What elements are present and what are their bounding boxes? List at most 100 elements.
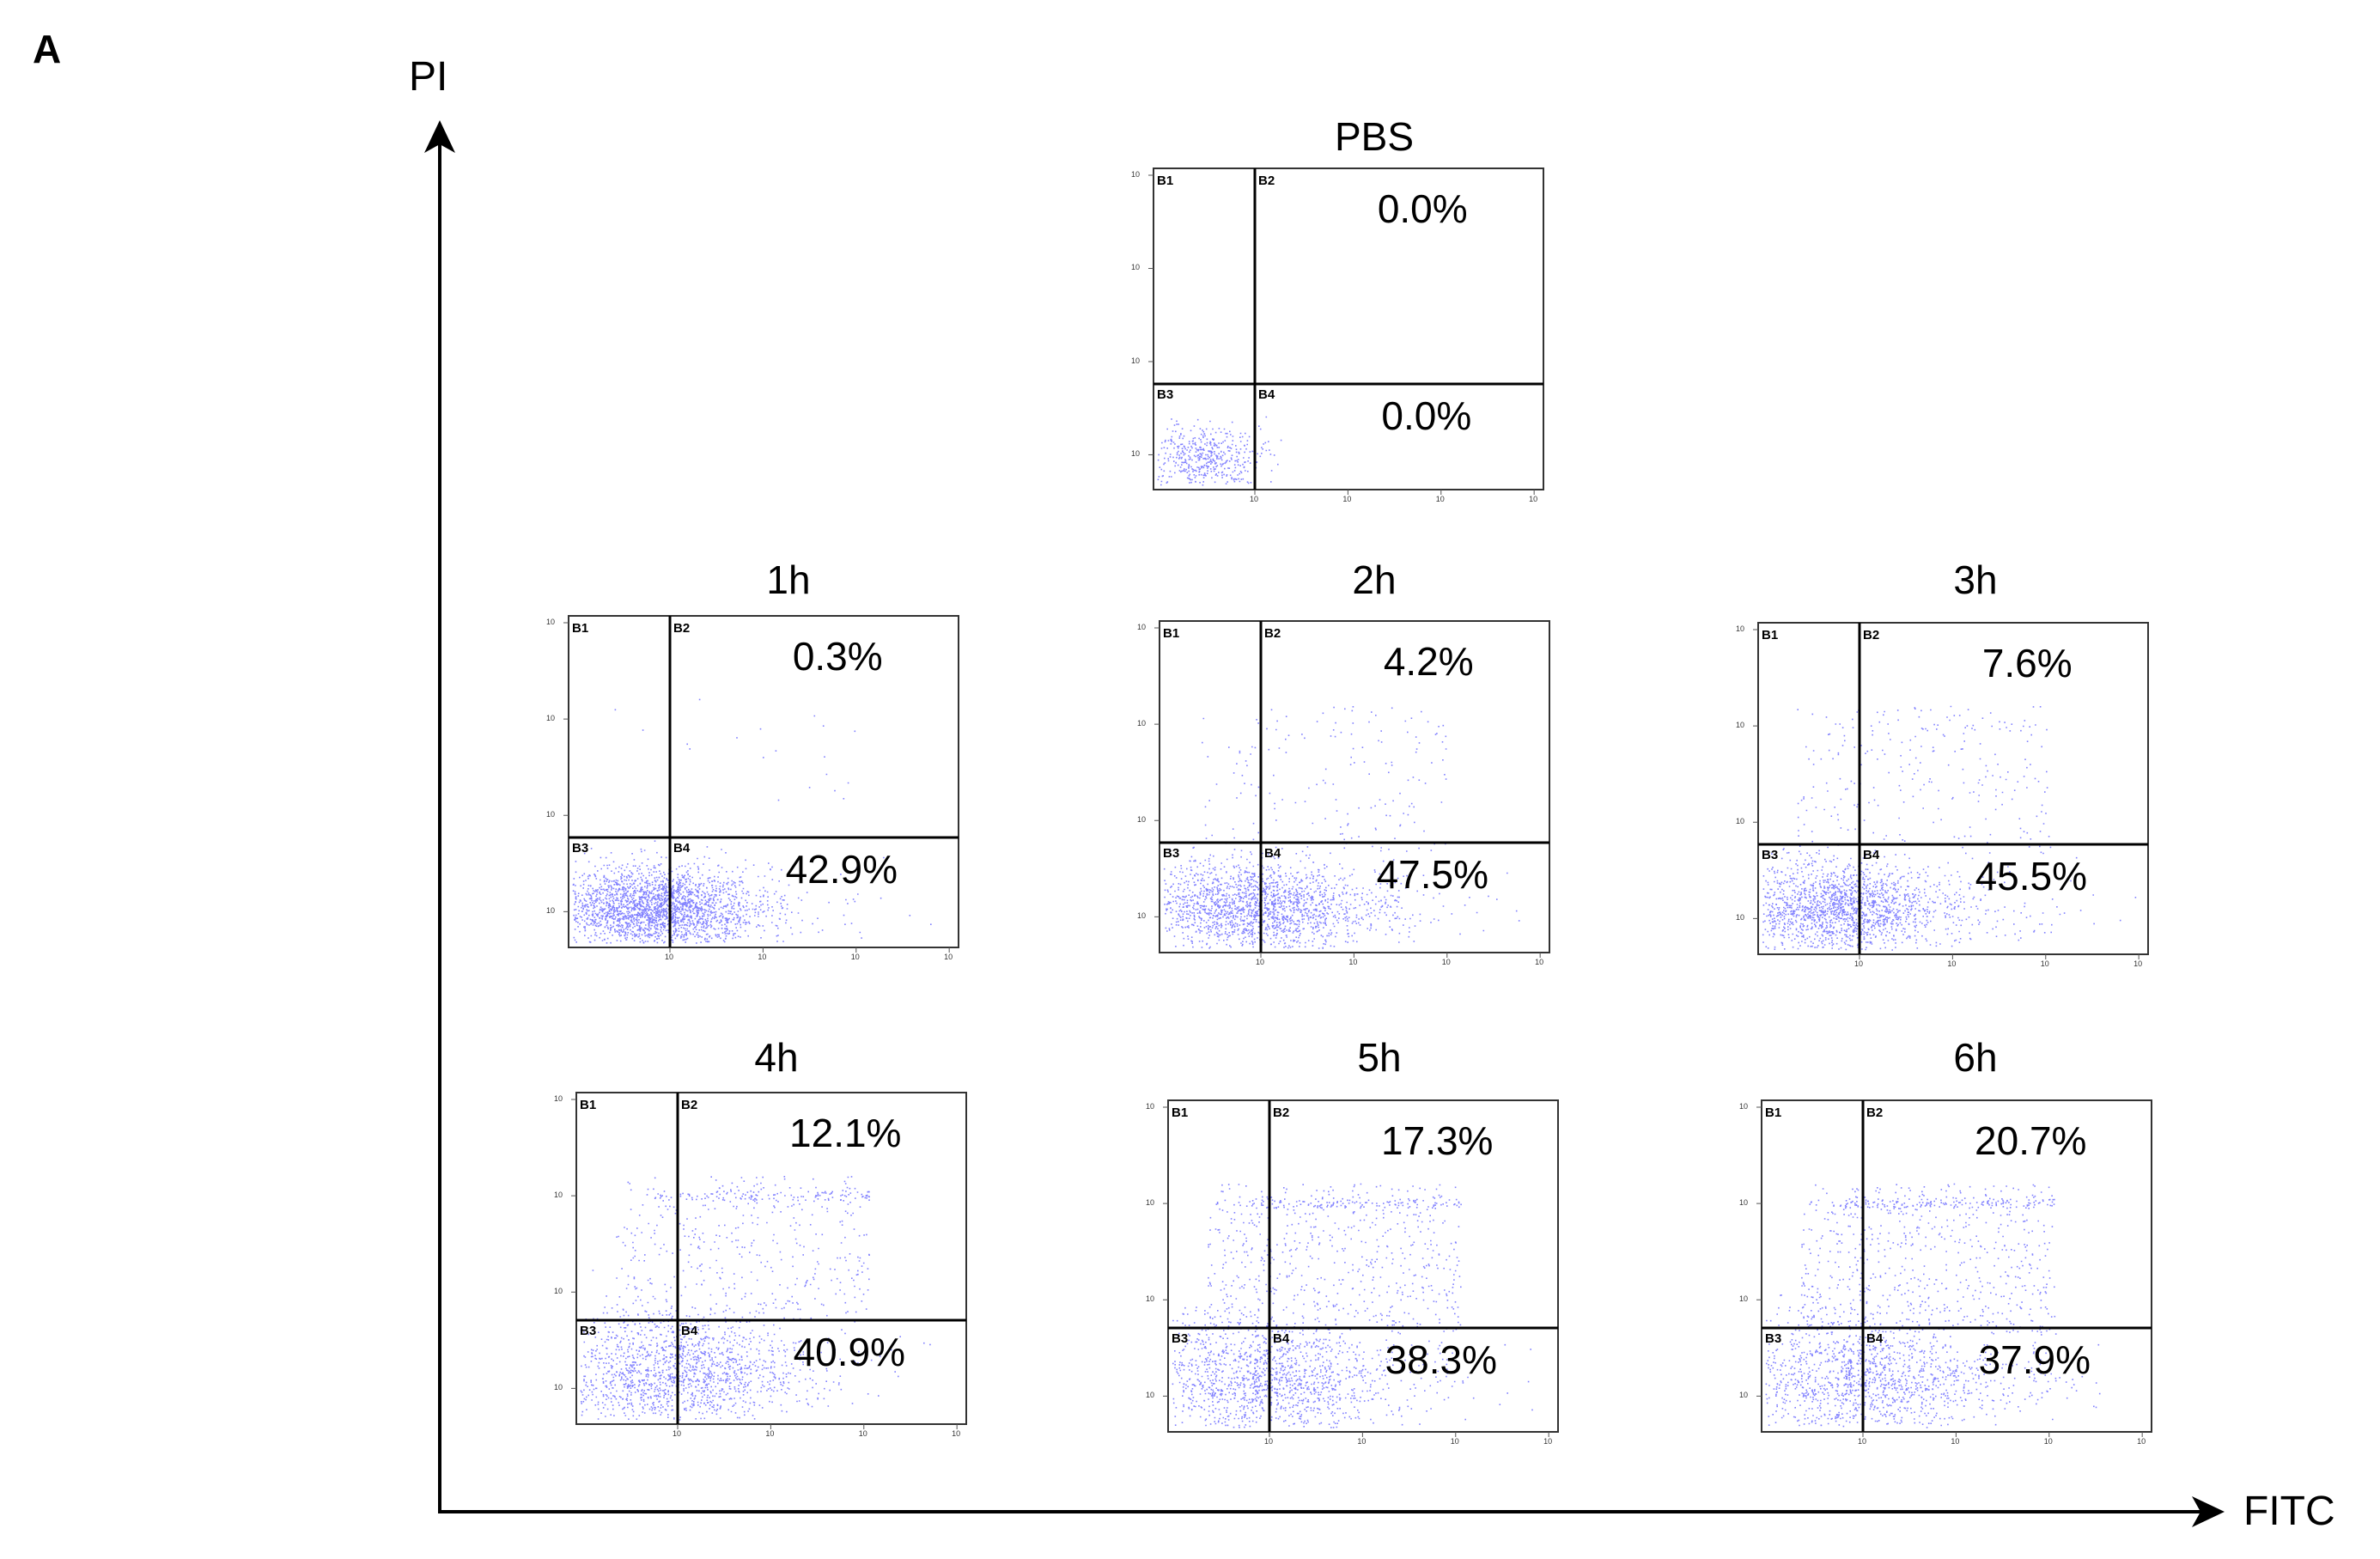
quadrant-label-b1: B1 [1765, 1105, 1782, 1120]
y-tick-label: 10 [546, 618, 556, 626]
flow-plot-1 [1148, 167, 1544, 495]
panel-letter: A [33, 27, 62, 71]
lower-right-percent: 45.5% [1975, 854, 2088, 898]
x-tick-label: 10 [858, 1429, 867, 1438]
plot-title: 1h [766, 557, 811, 602]
event-dot-cloud [580, 1176, 931, 1421]
quadrant-label-b1: B1 [1172, 1105, 1189, 1120]
plot-title: 5h [1357, 1035, 1402, 1080]
x-tick-label: 10 [1450, 1437, 1459, 1446]
plot-title: PBS [1334, 114, 1415, 159]
y-tick-label: 10 [1131, 449, 1141, 459]
quadrant-label-b3: B3 [1172, 1331, 1189, 1346]
x-tick-label: 10 [1535, 958, 1544, 966]
plot-title: 6h [1953, 1035, 1998, 1080]
event-dots [1157, 416, 1282, 486]
y-tick-label: 10 [1137, 911, 1147, 921]
x-tick-label: 10 [673, 1429, 682, 1438]
y-axis-label: PI [409, 54, 448, 100]
y-tick-label: 10 [1146, 1294, 1155, 1304]
upper-right-percent: 0.0% [1377, 186, 1468, 231]
y-tick-label: 10 [546, 810, 556, 819]
x-tick-label: 10 [952, 1429, 961, 1438]
quadrant-label-b2: B2 [1264, 626, 1281, 641]
y-tick-label: 10 [1739, 1391, 1749, 1400]
flow-plot-7 [1756, 1099, 2152, 1437]
lower-right-percent: 47.5% [1376, 852, 1489, 897]
y-tick-label: 10 [1137, 815, 1147, 825]
upper-right-percent: 4.2% [1383, 639, 1474, 684]
quadrant-label-b1: B1 [1762, 628, 1779, 642]
x-tick-label: 10 [1264, 1437, 1274, 1446]
quadrant-label-b1: B1 [572, 621, 589, 636]
x-axis-arrowhead [2192, 1496, 2225, 1527]
y-tick-label: 10 [1736, 624, 1745, 633]
y-tick-label: 10 [1736, 817, 1745, 826]
x-tick-label: 10 [2040, 959, 2049, 968]
quadrant-label-b1: B1 [580, 1098, 597, 1112]
quadrant-label-b4: B4 [1273, 1331, 1290, 1346]
flow-plots [563, 167, 2152, 1437]
x-tick-label: 10 [2133, 959, 2143, 968]
x-tick-label: 10 [1348, 958, 1358, 966]
lower-right-percent: 42.9% [785, 847, 898, 892]
x-tick-label: 10 [944, 953, 953, 961]
y-tick-label: 10 [554, 1191, 563, 1200]
lower-right-percent: 38.3% [1385, 1337, 1498, 1382]
event-dots [1163, 706, 1520, 949]
y-tick-label: 10 [1131, 263, 1141, 272]
y-tick-label: 10 [1131, 356, 1141, 365]
quadrant-label-b1: B1 [1163, 626, 1180, 641]
lower-right-percent: 0.0% [1381, 393, 1472, 438]
quadrant-label-b4: B4 [1264, 846, 1281, 861]
y-tick-label: 10 [1146, 1102, 1155, 1111]
upper-right-percent: 0.3% [792, 634, 883, 679]
x-tick-label: 10 [1854, 959, 1864, 968]
plot-frame [1167, 1099, 1559, 1433]
quadrant-label-b4: B4 [673, 841, 691, 856]
y-tick-label: 10 [554, 1383, 563, 1392]
y-tick-label: 10 [1736, 721, 1745, 730]
event-dot-cloud [1157, 416, 1282, 486]
event-dot-cloud [1765, 1183, 2101, 1428]
plot-frame [1153, 167, 1544, 490]
event-dot-cloud [1163, 706, 1520, 949]
x-tick-label: 10 [2043, 1437, 2053, 1446]
upper-right-percent: 12.1% [789, 1111, 902, 1155]
quadrant-label-b2: B2 [1258, 174, 1275, 188]
x-tick-label: 10 [1441, 958, 1451, 966]
quadrant-label-b2: B2 [1863, 628, 1880, 642]
x-tick-label: 10 [1947, 959, 1957, 968]
plot-title: 4h [754, 1035, 799, 1080]
x-tick-label: 10 [758, 953, 767, 961]
y-tick-label: 10 [1739, 1198, 1749, 1208]
y-tick-label: 10 [1131, 170, 1141, 179]
x-tick-label: 10 [665, 953, 674, 961]
quadrant-label-b2: B2 [681, 1098, 698, 1112]
quadrant-label-b2: B2 [1866, 1105, 1884, 1120]
quadrant-label-b3: B3 [1163, 846, 1180, 861]
event-dot-cloud [1762, 705, 2137, 951]
event-dots [572, 698, 932, 944]
plot-frame [575, 1092, 967, 1425]
quadrant-label-b3: B3 [572, 841, 589, 856]
event-dots [1762, 705, 2137, 951]
x-tick-label: 10 [850, 953, 860, 961]
x-tick-label: 10 [765, 1429, 775, 1438]
y-tick-label: 10 [1137, 719, 1147, 728]
x-tick-label: 10 [1256, 958, 1265, 966]
quadrant-label-b2: B2 [1273, 1105, 1290, 1120]
y-tick-label: 10 [546, 906, 556, 916]
y-tick-label: 10 [554, 1094, 563, 1103]
lower-right-percent: 37.9% [1978, 1337, 2091, 1382]
plot-frame [568, 615, 959, 948]
event-dots [1765, 1183, 2101, 1428]
x-tick-label: 10 [1543, 1437, 1553, 1446]
plot-frame [1757, 622, 2149, 955]
x-axis-label: FITC [2243, 1489, 2335, 1534]
quadrant-label-b4: B4 [1258, 387, 1275, 402]
flow-plot-6 [1163, 1099, 1559, 1437]
upper-right-percent: 17.3% [1381, 1118, 1494, 1163]
flow-plot-3 [1154, 620, 1550, 958]
